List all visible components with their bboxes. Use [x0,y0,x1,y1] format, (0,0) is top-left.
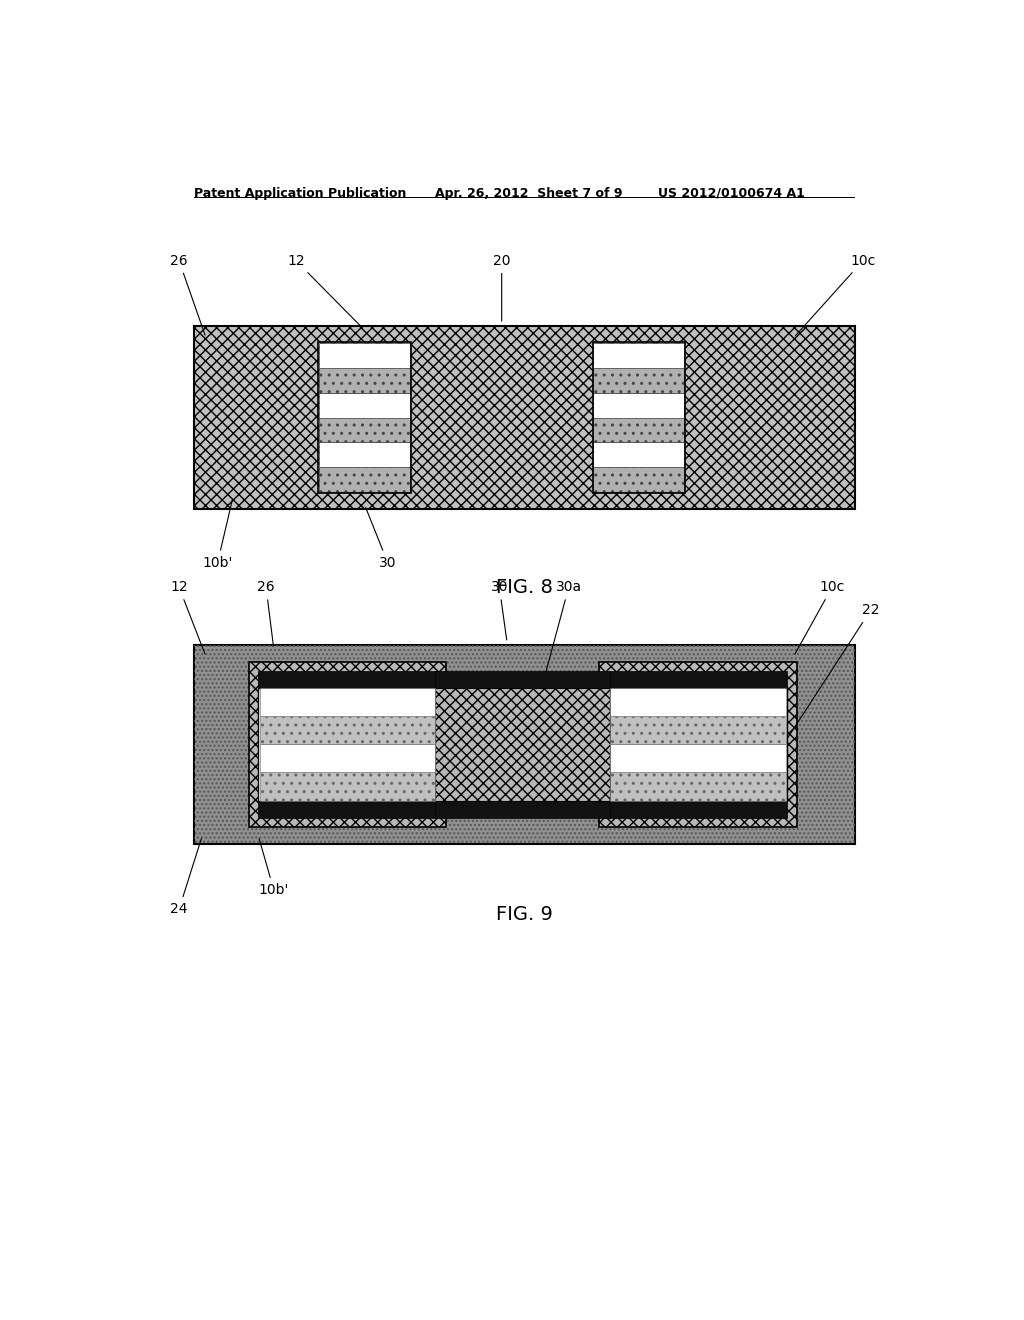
Text: Apr. 26, 2012  Sheet 7 of 9: Apr. 26, 2012 Sheet 7 of 9 [435,187,623,199]
Bar [319,393,410,417]
Bar [608,800,787,817]
Bar [258,688,437,800]
Bar [258,671,437,688]
Bar [318,342,411,492]
Text: 26: 26 [170,253,205,335]
Bar [593,368,684,393]
Text: 12: 12 [170,581,205,653]
Bar [593,442,684,467]
Bar [608,671,787,688]
Bar [319,442,410,467]
Text: 10b': 10b' [203,500,232,570]
Text: 10b': 10b' [259,838,289,896]
Bar [195,326,855,508]
Bar [608,688,787,800]
Bar [319,417,410,442]
Text: 30a: 30a [527,581,582,742]
Bar [610,688,785,717]
Bar [593,393,684,417]
Bar [610,772,785,800]
Bar [195,645,855,843]
Text: 30: 30 [366,507,396,570]
Bar [260,772,435,800]
Bar [258,800,437,817]
Text: 24: 24 [170,838,202,916]
Text: US 2012/0100674 A1: US 2012/0100674 A1 [658,187,805,199]
Text: 26: 26 [257,581,274,645]
Bar [593,343,684,368]
Text: FIG. 9: FIG. 9 [497,906,553,924]
Bar [260,717,435,744]
Bar [260,688,435,717]
Text: 22: 22 [785,603,880,742]
Text: 10c: 10c [796,253,876,335]
Text: Patent Application Publication: Patent Application Publication [195,187,407,199]
Bar [260,744,435,772]
Bar [195,645,855,843]
Text: 10c: 10c [795,581,845,655]
Bar [610,717,785,744]
Bar [435,800,610,817]
Text: 12: 12 [288,253,362,329]
Bar [249,663,446,826]
Bar [319,343,410,368]
Bar [593,467,684,492]
Text: FIG. 8: FIG. 8 [497,578,553,597]
Bar [593,417,684,442]
Text: 20: 20 [493,253,510,321]
Bar [435,671,610,688]
Bar [319,467,410,492]
Text: 30: 30 [490,581,508,640]
Bar [435,688,610,800]
Bar [593,342,685,492]
Bar [610,744,785,772]
Bar [599,663,797,826]
Bar [319,368,410,393]
